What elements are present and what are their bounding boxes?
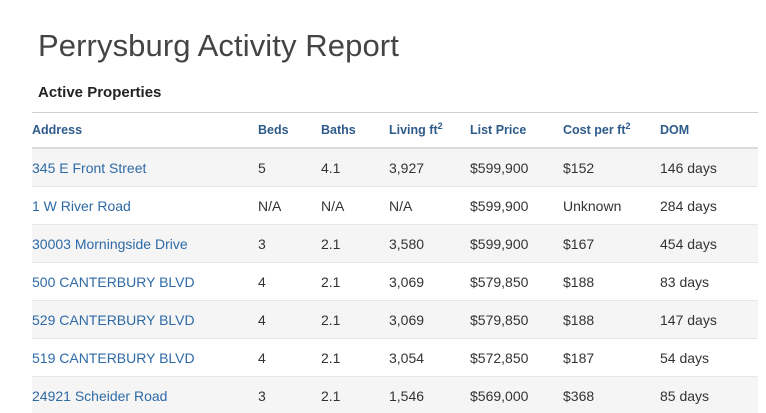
property-address-link[interactable]: 24921 Scheider Road: [32, 387, 168, 404]
list-price-cell: $579,850: [470, 300, 563, 339]
beds-cell: 4: [258, 262, 321, 301]
table-row: 30003 Morningside Drive 3 2.1 3,580 $599…: [32, 224, 758, 263]
list-price-cell: $599,900: [470, 148, 563, 187]
table-row: 519 CANTERBURY BLVD 4 2.1 3,054 $572,850…: [32, 338, 758, 377]
dom-cell: 83 days: [660, 262, 758, 301]
address-cell: 500 CANTERBURY BLVD: [32, 262, 258, 301]
beds-cell: 3: [258, 224, 321, 263]
cost-per-area-unit-superscript: 2: [625, 120, 631, 131]
cost-per-area-cell: $152: [563, 148, 660, 187]
address-cell: 529 CANTERBURY BLVD: [32, 300, 258, 339]
address-cell: 24921 Scheider Road: [32, 376, 258, 413]
living-area-cell: 1,546: [389, 376, 470, 413]
living-area-cell: 3,069: [389, 300, 470, 339]
living-area-cell: 3,580: [389, 224, 470, 263]
baths-cell: 2.1: [321, 338, 389, 377]
table-header-row: Address Beds Baths Living ft2 List Price…: [32, 112, 758, 149]
property-address-link[interactable]: 30003 Morningside Drive: [32, 235, 188, 252]
baths-cell: 2.1: [321, 262, 389, 301]
cost-per-area-cell: $188: [563, 262, 660, 301]
list-price-cell: $572,850: [470, 338, 563, 377]
list-price-cell: $569,000: [470, 376, 563, 413]
table-row: 1 W River Road N/A N/A N/A $599,900 Unkn…: [32, 186, 758, 225]
baths-cell: 2.1: [321, 224, 389, 263]
active-properties-heading: Active Properties: [38, 84, 162, 101]
page-title: Perrysburg Activity Report: [38, 28, 399, 63]
dom-cell: 146 days: [660, 148, 758, 187]
property-address-link[interactable]: 345 E Front Street: [32, 159, 147, 176]
list-price-cell: $599,900: [470, 224, 563, 263]
cost-per-area-cell: $368: [563, 376, 660, 413]
column-header-baths: Baths: [321, 112, 389, 149]
table-row: 500 CANTERBURY BLVD 4 2.1 3,069 $579,850…: [32, 262, 758, 301]
living-area-unit-superscript: 2: [437, 120, 443, 131]
table-row: 24921 Scheider Road 3 2.1 1,546 $569,000…: [32, 376, 758, 413]
beds-cell: 4: [258, 300, 321, 339]
living-area-cell: 3,054: [389, 338, 470, 377]
living-area-cell: 3,069: [389, 262, 470, 301]
property-address-link[interactable]: 529 CANTERBURY BLVD: [32, 311, 195, 328]
cost-per-area-label: Cost per ft: [563, 123, 626, 137]
property-address-link[interactable]: 1 W River Road: [32, 197, 131, 214]
baths-cell: 4.1: [321, 148, 389, 187]
baths-cell: 2.1: [321, 376, 389, 413]
baths-cell: 2.1: [321, 300, 389, 339]
address-cell: 30003 Morningside Drive: [32, 224, 258, 263]
cost-per-area-cell: $187: [563, 338, 660, 377]
address-cell: 345 E Front Street: [32, 148, 258, 187]
table-row: 345 E Front Street 5 4.1 3,927 $599,900 …: [32, 148, 758, 187]
living-area-cell: 3,927: [389, 148, 470, 187]
column-header-living-area: Living ft2: [389, 112, 470, 149]
beds-cell: 3: [258, 376, 321, 413]
cost-per-area-cell: Unknown: [563, 186, 660, 225]
property-address-link[interactable]: 519 CANTERBURY BLVD: [32, 349, 195, 366]
column-header-beds: Beds: [258, 112, 321, 149]
dom-cell: 284 days: [660, 186, 758, 225]
living-area-label: Living ft: [389, 123, 438, 137]
living-area-cell: N/A: [389, 186, 470, 225]
column-header-dom: DOM: [660, 112, 758, 149]
property-address-link[interactable]: 500 CANTERBURY BLVD: [32, 273, 195, 290]
cost-per-area-cell: $188: [563, 300, 660, 339]
dom-cell: 147 days: [660, 300, 758, 339]
active-properties-table: Address Beds Baths Living ft2 List Price…: [32, 112, 758, 413]
beds-cell: N/A: [258, 186, 321, 225]
list-price-cell: $599,900: [470, 186, 563, 225]
list-price-cell: $579,850: [470, 262, 563, 301]
dom-cell: 454 days: [660, 224, 758, 263]
cost-per-area-cell: $167: [563, 224, 660, 263]
dom-cell: 54 days: [660, 338, 758, 377]
address-cell: 519 CANTERBURY BLVD: [32, 338, 258, 377]
address-cell: 1 W River Road: [32, 186, 258, 225]
column-header-list-price: List Price: [470, 112, 563, 149]
dom-cell: 85 days: [660, 376, 758, 413]
beds-cell: 5: [258, 148, 321, 187]
column-header-address: Address: [32, 112, 258, 149]
beds-cell: 4: [258, 338, 321, 377]
baths-cell: N/A: [321, 186, 389, 225]
table-row: 529 CANTERBURY BLVD 4 2.1 3,069 $579,850…: [32, 300, 758, 339]
column-header-cost-per-area: Cost per ft2: [563, 112, 660, 149]
